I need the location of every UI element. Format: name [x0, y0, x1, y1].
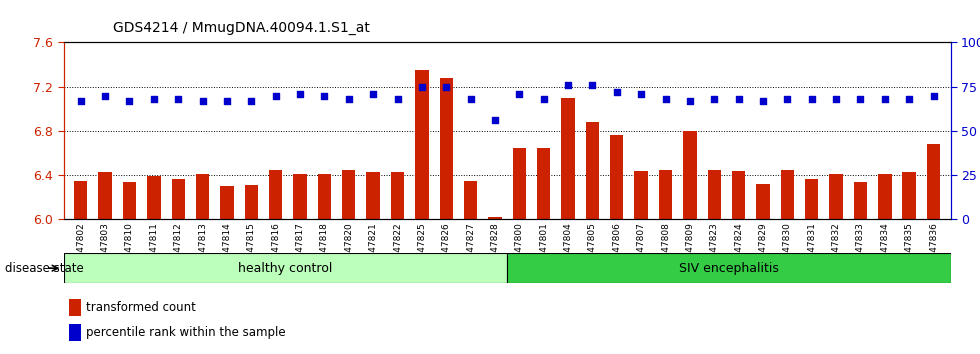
- Bar: [367, 172, 380, 219]
- Text: GDS4214 / MmugDNA.40094.1.S1_at: GDS4214 / MmugDNA.40094.1.S1_at: [113, 21, 369, 35]
- Bar: [416, 70, 428, 219]
- Point: [292, 91, 308, 97]
- Bar: [927, 144, 940, 219]
- Bar: [732, 171, 746, 219]
- Text: SIV encephalitis: SIV encephalitis: [679, 262, 779, 275]
- Point: [341, 96, 357, 102]
- Bar: [64, 253, 508, 283]
- Point: [317, 93, 332, 98]
- Bar: [220, 186, 233, 219]
- Point: [463, 96, 478, 102]
- Bar: [74, 181, 87, 219]
- Point: [658, 96, 673, 102]
- Bar: [562, 98, 574, 219]
- Point: [438, 84, 454, 90]
- Point: [779, 96, 795, 102]
- Point: [195, 98, 211, 104]
- Bar: [391, 172, 404, 219]
- Bar: [903, 172, 916, 219]
- Point: [828, 96, 844, 102]
- Bar: [878, 174, 892, 219]
- Point: [243, 98, 259, 104]
- Point: [731, 96, 747, 102]
- Point: [73, 98, 88, 104]
- Bar: [708, 170, 721, 219]
- Bar: [508, 253, 951, 283]
- Point: [268, 93, 283, 98]
- Bar: [537, 148, 551, 219]
- Point: [926, 93, 942, 98]
- Bar: [464, 181, 477, 219]
- Point: [609, 89, 624, 95]
- Point: [414, 84, 429, 90]
- Point: [902, 96, 917, 102]
- Point: [512, 91, 527, 97]
- Point: [97, 93, 113, 98]
- Point: [804, 96, 819, 102]
- Text: healthy control: healthy control: [238, 262, 332, 275]
- Point: [171, 96, 186, 102]
- Bar: [781, 170, 794, 219]
- Bar: [683, 131, 697, 219]
- Bar: [634, 171, 648, 219]
- Point: [390, 96, 406, 102]
- Point: [756, 98, 771, 104]
- Bar: [122, 182, 136, 219]
- Bar: [196, 174, 210, 219]
- Bar: [488, 217, 502, 219]
- Point: [122, 98, 137, 104]
- Point: [146, 96, 162, 102]
- Point: [853, 96, 868, 102]
- Bar: [659, 170, 672, 219]
- Text: transformed count: transformed count: [86, 301, 196, 314]
- Bar: [440, 78, 453, 219]
- Point: [877, 96, 893, 102]
- Bar: [245, 185, 258, 219]
- Point: [707, 96, 722, 102]
- Bar: [854, 182, 867, 219]
- Point: [585, 82, 601, 88]
- Point: [561, 82, 576, 88]
- Point: [366, 91, 381, 97]
- Bar: [829, 174, 843, 219]
- Point: [682, 98, 698, 104]
- Point: [633, 91, 649, 97]
- Text: percentile rank within the sample: percentile rank within the sample: [86, 326, 285, 339]
- Bar: [98, 172, 112, 219]
- Bar: [342, 170, 356, 219]
- Text: disease state: disease state: [5, 262, 83, 275]
- Bar: [757, 184, 769, 219]
- Bar: [69, 324, 80, 341]
- Bar: [147, 176, 161, 219]
- Point: [220, 98, 235, 104]
- Point: [487, 118, 503, 123]
- Bar: [586, 122, 599, 219]
- Bar: [69, 299, 80, 316]
- Point: [536, 96, 552, 102]
- Bar: [293, 174, 307, 219]
- Bar: [513, 148, 526, 219]
- Bar: [172, 178, 185, 219]
- Bar: [269, 170, 282, 219]
- Bar: [318, 174, 331, 219]
- Bar: [805, 178, 818, 219]
- Bar: [611, 136, 623, 219]
